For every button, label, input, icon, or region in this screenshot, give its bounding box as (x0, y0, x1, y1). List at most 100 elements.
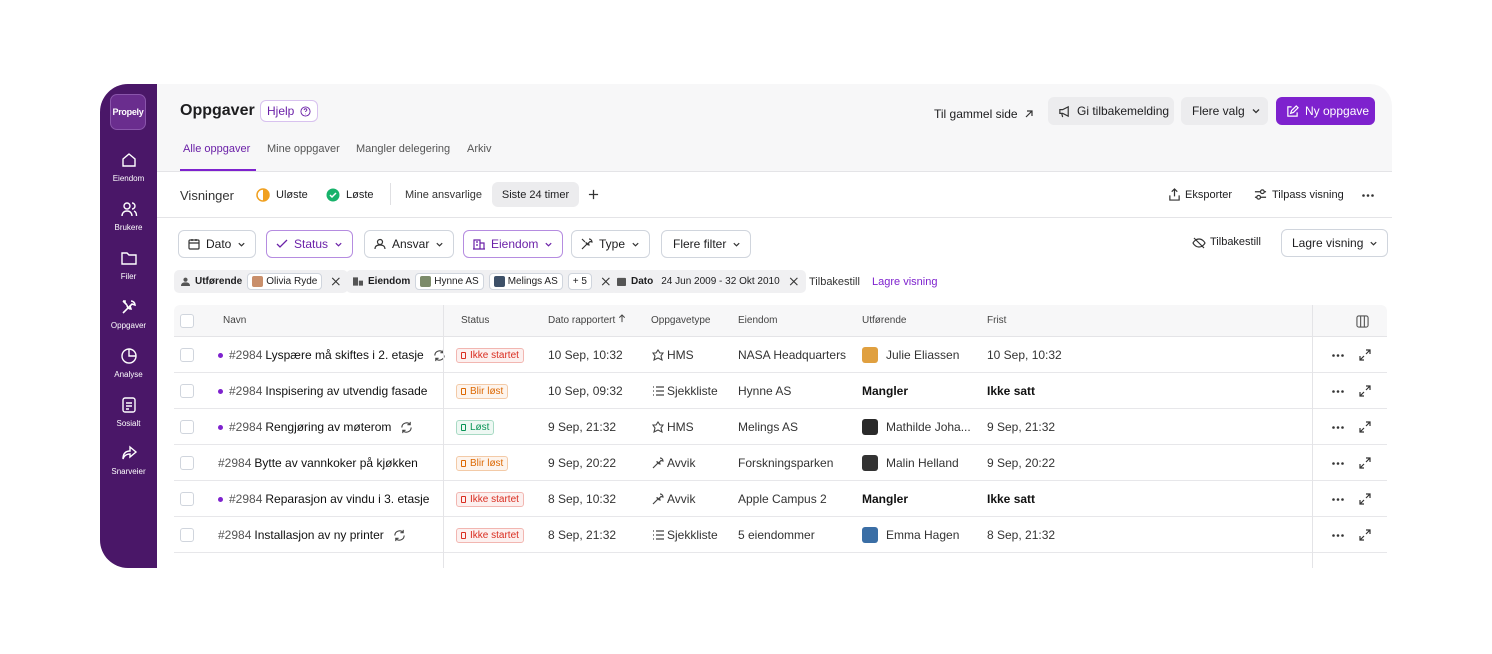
row-menu[interactable] (1332, 426, 1344, 429)
row-expand-part (1359, 529, 1371, 541)
help-button[interactable]: Hjelp (260, 100, 319, 122)
view-item[interactable]: Uløste (276, 189, 308, 201)
filter-chip: Utførende Olivia Ryde (174, 270, 349, 293)
icon-building (353, 277, 363, 286)
row-expand[interactable] (1359, 349, 1371, 361)
table-row[interactable]: #2984 Bytte av vannkoker på kjøkken Blir l… (174, 445, 1387, 481)
row-menu[interactable] (1332, 390, 1344, 393)
nav-item[interactable]: Brukere (100, 201, 157, 232)
task-id: #2984 (229, 348, 263, 362)
chip-value-text: Melings AS (507, 276, 558, 287)
row-expand[interactable] (1359, 529, 1371, 541)
export-action[interactable]: Eksporter (1185, 189, 1233, 201)
filter-button[interactable]: Ansvar (364, 230, 455, 258)
row-checkbox[interactable] (180, 384, 194, 398)
row-checkbox[interactable] (180, 348, 194, 362)
icon-pie (120, 348, 137, 364)
task-name[interactable]: #2984 Bytte av vannkoker på kjøkken (218, 445, 418, 481)
row-checkbox[interactable] (180, 420, 194, 434)
task-id: #2984 (229, 492, 263, 506)
column-header[interactable]: Status (461, 315, 490, 326)
select-all-checkbox[interactable] (180, 314, 194, 328)
row-menu[interactable] (1332, 534, 1344, 537)
row-checkbox[interactable] (180, 456, 194, 470)
column-header[interactable]: Frist (987, 315, 1007, 326)
filter-button[interactable]: Status (266, 230, 354, 258)
chips-reset[interactable]: Tilbakestill (809, 276, 860, 288)
row-expand[interactable] (1359, 493, 1371, 505)
nav-item[interactable]: Oppgaver (100, 299, 157, 330)
feedback-button[interactable]: Gi tilbakemelding (1048, 97, 1174, 125)
table-row[interactable]: #2984 Inspisering av utvendig fasade Blir … (174, 373, 1387, 409)
filter-reset[interactable]: Tilbakestill (1210, 236, 1261, 248)
filter-button[interactable]: Eiendom (463, 230, 564, 258)
icon-remove[interactable] (785, 277, 799, 286)
task-name[interactable]: #2984 Installasjon av ny printer (218, 517, 406, 553)
row-menu[interactable] (1332, 462, 1344, 465)
nav-item[interactable]: Snarveier (100, 445, 157, 476)
icon-remove[interactable] (327, 277, 341, 286)
row-expand[interactable] (1359, 421, 1371, 433)
icon-remove[interactable] (597, 277, 611, 286)
tab[interactable]: Mine oppgaver (267, 143, 340, 155)
type-icon (651, 421, 665, 434)
logo[interactable]: Propely (110, 94, 146, 130)
icon-chevron (632, 242, 639, 247)
column-header[interactable]: Utførende (862, 315, 907, 326)
icon-edit (1287, 104, 1299, 117)
chips-save[interactable]: Lagre visning (872, 276, 938, 288)
chip-value: Melings AS (488, 273, 563, 290)
tab[interactable]: Arkiv (467, 143, 492, 155)
nav-item[interactable]: Filer (100, 250, 157, 281)
row-expand[interactable] (1359, 457, 1371, 469)
task-name[interactable]: #2984 Reparasjon av vindu i 3. etasje (229, 481, 429, 517)
old-page-link[interactable]: Til gammel side (934, 100, 1034, 128)
row-menu[interactable] (1332, 354, 1344, 357)
row-checkbox[interactable] (180, 528, 194, 542)
nav-item[interactable]: Sosialt (100, 397, 157, 428)
row-menu-part (1332, 354, 1335, 357)
column-header[interactable]: Dato rapportert (548, 305, 626, 337)
icon-more[interactable] (1362, 194, 1374, 197)
customize-action[interactable]: Tilpass visning (1272, 189, 1344, 201)
view-item[interactable]: Mine ansvarlige (405, 189, 483, 201)
task-title: Inspisering av utvendig fasade (265, 384, 428, 398)
task-name[interactable]: #2984 Inspisering av utvendig fasade (229, 373, 427, 409)
icon-calendar (617, 277, 626, 286)
new-task-button[interactable]: Ny oppgave (1276, 97, 1375, 125)
task-name[interactable]: #2984 Lyspære må skiftes i 2. etasje (229, 337, 446, 373)
nav-item[interactable]: Analyse (100, 348, 157, 379)
table-row[interactable]: #2984 Lyspære må skiftes i 2. etasje Ikke … (174, 337, 1387, 373)
more-options-button[interactable]: Flere valg (1181, 97, 1268, 125)
tab-active[interactable]: Alle oppgaver (183, 143, 251, 155)
row-menu-part (1341, 462, 1344, 465)
filter-button[interactable]: Flere filter (661, 230, 752, 258)
type-icon-part (651, 349, 665, 362)
row-checkbox[interactable] (180, 492, 194, 506)
table-row[interactable]: #2984 Rengjøring av møterom Løst 9 Sep, 21:… (174, 409, 1387, 445)
icon-columns[interactable] (1356, 315, 1369, 328)
type-icon-part (653, 386, 664, 396)
view-item-active[interactable]: Siste 24 timer (492, 182, 579, 207)
nav-item[interactable]: Eiendom (100, 152, 157, 183)
icon-folder (120, 252, 137, 265)
due-date: 9 Sep, 21:32 (987, 420, 1056, 434)
icon-add-view[interactable] (588, 189, 599, 200)
tab[interactable]: Mangler delegering (356, 143, 451, 155)
table-row[interactable]: #2984 Installasjon av ny printer Ikke star… (174, 517, 1387, 553)
table-row[interactable]: #2984 Reparasjon av vindu i 3. etasje Ikke… (174, 481, 1387, 517)
column-header[interactable]: Oppgavetype (651, 315, 711, 326)
row-menu[interactable] (1332, 498, 1344, 501)
filter-button[interactable]: Dato (178, 230, 257, 258)
icon-recurring-path (394, 529, 405, 541)
column-header[interactable]: Navn (223, 315, 247, 326)
filter-button[interactable]: Type (571, 230, 651, 258)
nav-label: Oppgaver (110, 321, 147, 330)
row-expand[interactable] (1359, 385, 1371, 397)
icon-help (300, 105, 311, 117)
column-header[interactable]: Eiendom (738, 315, 778, 326)
unread-dot (218, 353, 223, 358)
view-item[interactable]: Løste (346, 189, 374, 201)
task-name[interactable]: #2984 Rengjøring av møterom (229, 409, 413, 445)
save-view-button[interactable]: Lagre visning (1281, 229, 1389, 257)
